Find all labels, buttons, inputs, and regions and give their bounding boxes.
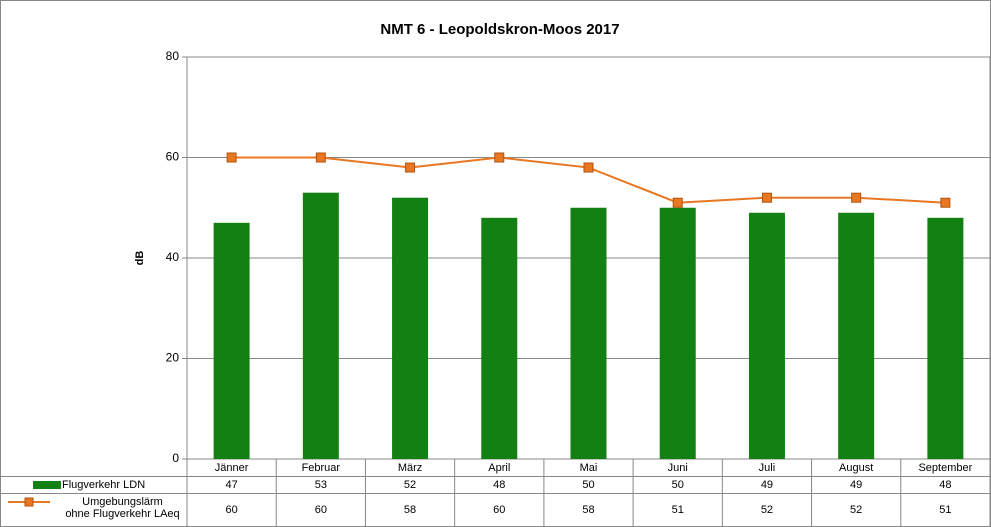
- line-marker: [672, 197, 683, 208]
- line-marker: [405, 162, 416, 173]
- table-value: 58: [404, 504, 416, 516]
- table-value: 60: [225, 504, 237, 516]
- table-value: 52: [850, 504, 862, 516]
- x-tick-label: Mai: [580, 462, 598, 474]
- x-tick-label: April: [488, 462, 510, 474]
- line-marker: [583, 162, 594, 173]
- line-marker: [315, 152, 326, 163]
- x-tick-label: September: [918, 462, 972, 474]
- table-value: 51: [672, 504, 684, 516]
- y-tick-label: 60: [166, 150, 180, 164]
- y-tick-label: 20: [166, 351, 180, 365]
- bar: [659, 207, 696, 459]
- x-tick-label: März: [398, 462, 422, 474]
- legend-swatch: [33, 481, 61, 489]
- bar: [392, 197, 429, 459]
- legend-label: Umgebungslärm ohne Flugverkehr LAeq: [65, 496, 180, 520]
- line-marker: [940, 197, 951, 208]
- y-axis-label: dB: [134, 251, 146, 266]
- table-value: 60: [493, 504, 505, 516]
- bar: [838, 212, 875, 459]
- y-tick-label: 40: [166, 250, 180, 264]
- y-tick-label: 0: [172, 451, 179, 465]
- bar: [927, 217, 964, 459]
- table-value: 51: [939, 504, 951, 516]
- table-value: 48: [939, 479, 951, 491]
- table-value: 58: [582, 504, 594, 516]
- x-tick-label: Februar: [302, 462, 341, 474]
- legend-label: Flugverkehr LDN: [62, 479, 146, 491]
- table-value: 49: [850, 479, 862, 491]
- x-tick-label: Juli: [759, 462, 776, 474]
- bar: [481, 217, 518, 459]
- table-value: 60: [315, 504, 327, 516]
- table-value: 49: [761, 479, 773, 491]
- y-tick-label: 80: [166, 49, 180, 63]
- line-marker: [226, 152, 237, 163]
- table-value: 48: [493, 479, 505, 491]
- bar: [570, 207, 607, 459]
- table-value: 50: [672, 479, 684, 491]
- line-marker: [761, 192, 772, 203]
- line-marker: [851, 192, 862, 203]
- table-value: 47: [225, 479, 237, 491]
- chart-title: NMT 6 - Leopoldskron-Moos 2017: [380, 21, 619, 38]
- bar: [748, 212, 785, 459]
- table-value: 53: [315, 479, 327, 491]
- x-tick-label: August: [839, 462, 873, 474]
- table-value: 52: [761, 504, 773, 516]
- line-marker: [494, 152, 505, 163]
- bar: [302, 192, 339, 460]
- bar: [213, 222, 250, 459]
- x-tick-label: Juni: [668, 462, 688, 474]
- table-value: 52: [404, 479, 416, 491]
- legend-marker: [24, 497, 34, 507]
- x-tick-label: Jänner: [215, 462, 249, 474]
- table-value: 50: [582, 479, 594, 491]
